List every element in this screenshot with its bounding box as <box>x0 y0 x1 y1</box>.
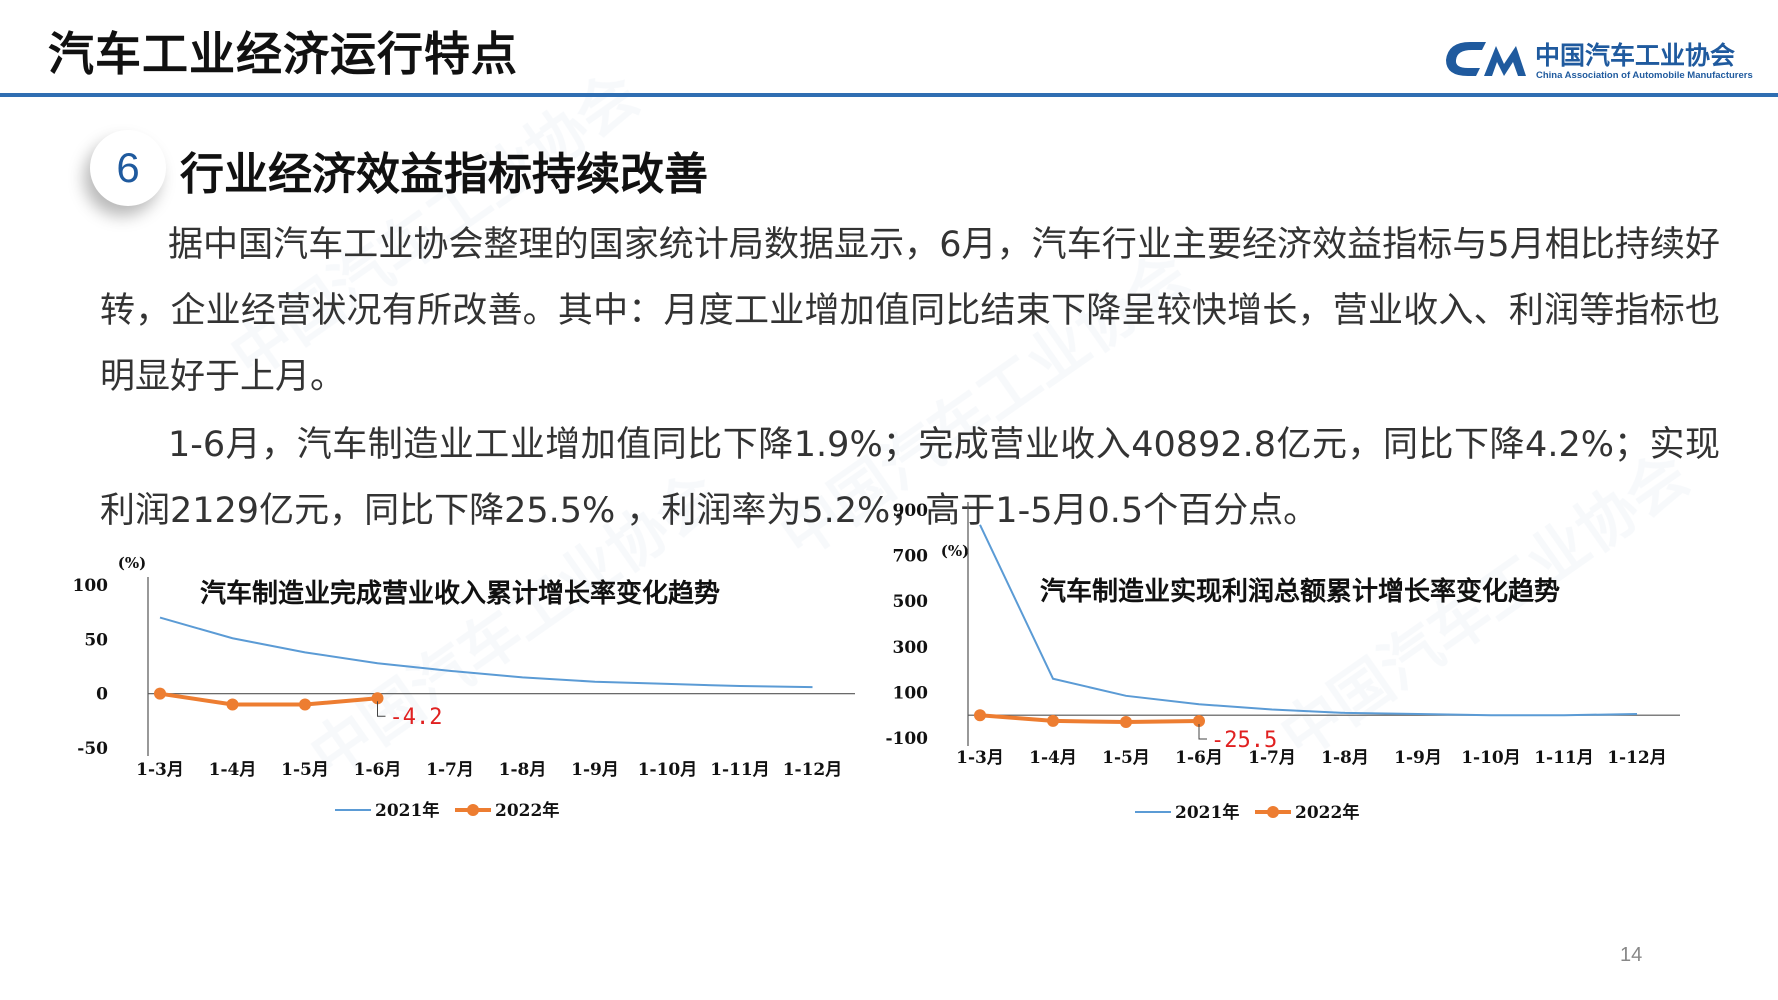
x-tick-label: 1-11月 <box>710 760 770 780</box>
y-tick-label: 100 <box>73 576 109 596</box>
x-tick-label: 1-6月 <box>1175 748 1223 768</box>
x-tick-label: 1-10月 <box>638 760 698 780</box>
cam-logo-icon <box>1446 42 1526 76</box>
data-point <box>974 709 986 722</box>
y-tick-label: 0 <box>96 685 108 705</box>
chart-title: 汽车制造业完成营业收入累计增长率变化趋势 <box>200 578 720 609</box>
legend-marker <box>1267 806 1279 818</box>
y-tick-label: 100 <box>893 683 929 703</box>
section-title: 行业经济效益指标持续改善 <box>180 149 708 200</box>
x-tick-label: 1-9月 <box>571 760 619 780</box>
y-tick-label: 700 <box>893 547 929 567</box>
logo-text-en: China Association of Automobile Manufact… <box>1536 70 1753 81</box>
annotation-leader <box>1198 724 1207 740</box>
x-tick-label: 1-3月 <box>136 760 184 780</box>
annotation-label: -25.5 <box>1211 728 1277 753</box>
legend-label-0: 2021年 <box>1175 802 1239 823</box>
section-number-badge: 6 <box>90 130 166 206</box>
page-title: 汽车工业经济运行特点 <box>48 27 518 81</box>
y-tick-label: 50 <box>84 630 108 650</box>
annotation-label: -4.2 <box>390 705 443 730</box>
chart-title: 汽车制造业实现利润总额累计增长率变化趋势 <box>1040 576 1560 607</box>
data-point <box>371 692 384 705</box>
series-line-1 <box>979 713 1200 725</box>
data-point <box>226 698 239 711</box>
x-tick-label: 1-12月 <box>783 760 843 780</box>
legend-label-0: 2021年 <box>375 800 439 821</box>
header-divider <box>0 93 1778 97</box>
page-number: 14 <box>1620 944 1643 966</box>
y-tick-label: 900 <box>893 501 929 521</box>
logo-text-cn: 中国汽车工业协会 <box>1535 41 1736 70</box>
series-line-1 <box>159 691 378 707</box>
x-tick-label: 1-3月 <box>956 748 1004 768</box>
x-tick-label: 1-5月 <box>1102 748 1150 768</box>
x-tick-label: 1-7月 <box>1248 748 1296 768</box>
x-tick-label: 1-12月 <box>1607 748 1667 768</box>
x-tick-label: 1-11月 <box>1534 748 1594 768</box>
profit-growth-chart: 汽车制造业实现利润总额累计增长率变化趋势 (%) -100 100 300 500 700 9… <box>885 501 1680 823</box>
y-axis-unit: (%) <box>118 554 146 572</box>
y-tick-label: 300 <box>893 638 929 658</box>
series-line-0 <box>159 616 813 689</box>
data-point <box>1047 714 1059 727</box>
x-tick-label: 1-9月 <box>1394 748 1442 768</box>
x-tick-label: 1-10月 <box>1461 748 1521 768</box>
paragraph-2: 1-6月，汽车制造业工业增加值同比下降1.9%；完成营业收入40892.8亿元，… <box>100 425 1720 531</box>
x-tick-label: 1-4月 <box>1029 748 1077 768</box>
y-axis-unit: (%) <box>941 542 969 560</box>
annotation-leader <box>377 701 386 717</box>
legend-marker <box>467 804 479 816</box>
x-tick-label: 1-6月 <box>354 760 402 780</box>
x-tick-label: 1-8月 <box>499 760 547 780</box>
logo: 中国汽车工业协会 China Association of Automobile… <box>1440 30 1753 85</box>
data-point <box>1120 716 1132 729</box>
series-line-0 <box>979 524 1638 717</box>
x-tick-label: 1-4月 <box>209 760 257 780</box>
y-tick-label: -50 <box>77 739 108 759</box>
paragraph-1: 据中国汽车工业协会整理的国家统计局数据显示，6月，汽车行业主要经济效益指标与5月… <box>100 225 1720 397</box>
revenue-growth-chart: 汽车制造业完成营业收入累计增长率变化趋势 (%) -50 0 50 100 1-3月 1-4月… <box>73 554 855 821</box>
data-point <box>1193 715 1205 728</box>
y-tick-label: -100 <box>885 729 928 749</box>
y-tick-label: 500 <box>893 592 929 612</box>
data-point <box>154 687 166 700</box>
data-point <box>299 698 311 711</box>
x-tick-label: 1-8月 <box>1321 748 1369 768</box>
x-tick-label: 1-5月 <box>281 760 329 780</box>
legend-label-1: 2022年 <box>1295 802 1359 823</box>
x-tick-label: 1-7月 <box>426 760 474 780</box>
legend-label-1: 2022年 <box>495 800 559 821</box>
